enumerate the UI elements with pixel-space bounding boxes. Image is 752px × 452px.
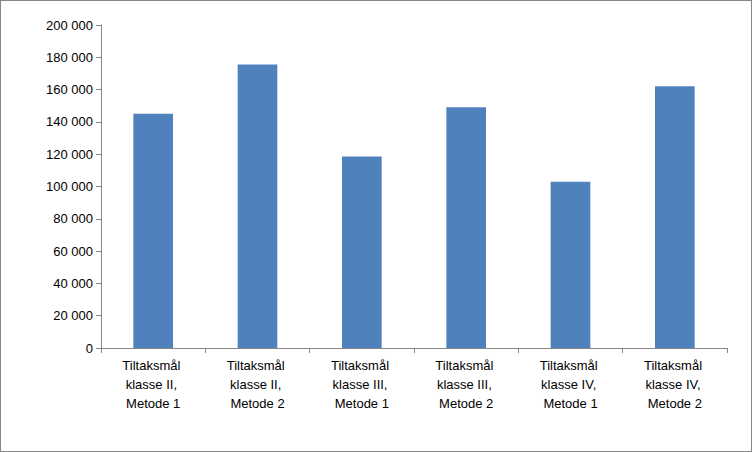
svg-text:klasse II,: klasse II, <box>230 377 285 392</box>
svg-text:Tiltaksmål: Tiltaksmål <box>331 358 393 373</box>
svg-text:Tiltaksmål: Tiltaksmål <box>644 358 706 373</box>
svg-text:Tiltaksmål: Tiltaksmål <box>227 358 289 373</box>
svg-text:klasse IV,: klasse IV, <box>541 377 600 392</box>
svg-text:60 000: 60 000 <box>53 244 93 259</box>
svg-text:140 000: 140 000 <box>46 114 93 129</box>
svg-text:Metode 1: Metode 1 <box>543 396 597 411</box>
svg-text:klasse IV,: klasse IV, <box>645 377 704 392</box>
svg-text:0: 0 <box>86 341 93 356</box>
svg-text:Tiltaksmål: Tiltaksmål <box>435 358 497 373</box>
svg-text:100 000: 100 000 <box>46 179 93 194</box>
svg-text:180 000: 180 000 <box>46 50 93 65</box>
svg-text:Metode 1: Metode 1 <box>126 396 180 411</box>
svg-text:200 000: 200 000 <box>46 18 93 33</box>
svg-text:Tiltaksmål: Tiltaksmål <box>540 358 602 373</box>
svg-text:Metode 2: Metode 2 <box>648 396 702 411</box>
svg-text:Metode 2: Metode 2 <box>439 396 493 411</box>
svg-text:80 000: 80 000 <box>53 211 93 226</box>
svg-text:160 000: 160 000 <box>46 82 93 97</box>
svg-text:Metode 1: Metode 1 <box>335 396 389 411</box>
svg-text:klasse III,: klasse III, <box>333 377 392 392</box>
svg-text:20 000: 20 000 <box>53 308 93 323</box>
svg-text:40 000: 40 000 <box>53 276 93 291</box>
svg-text:120 000: 120 000 <box>46 147 93 162</box>
svg-text:Tiltaksmål: Tiltaksmål <box>122 358 184 373</box>
svg-text:klasse III,: klasse III, <box>437 377 496 392</box>
svg-text:klasse II,: klasse II, <box>126 377 181 392</box>
svg-text:Metode 2: Metode 2 <box>230 396 284 411</box>
